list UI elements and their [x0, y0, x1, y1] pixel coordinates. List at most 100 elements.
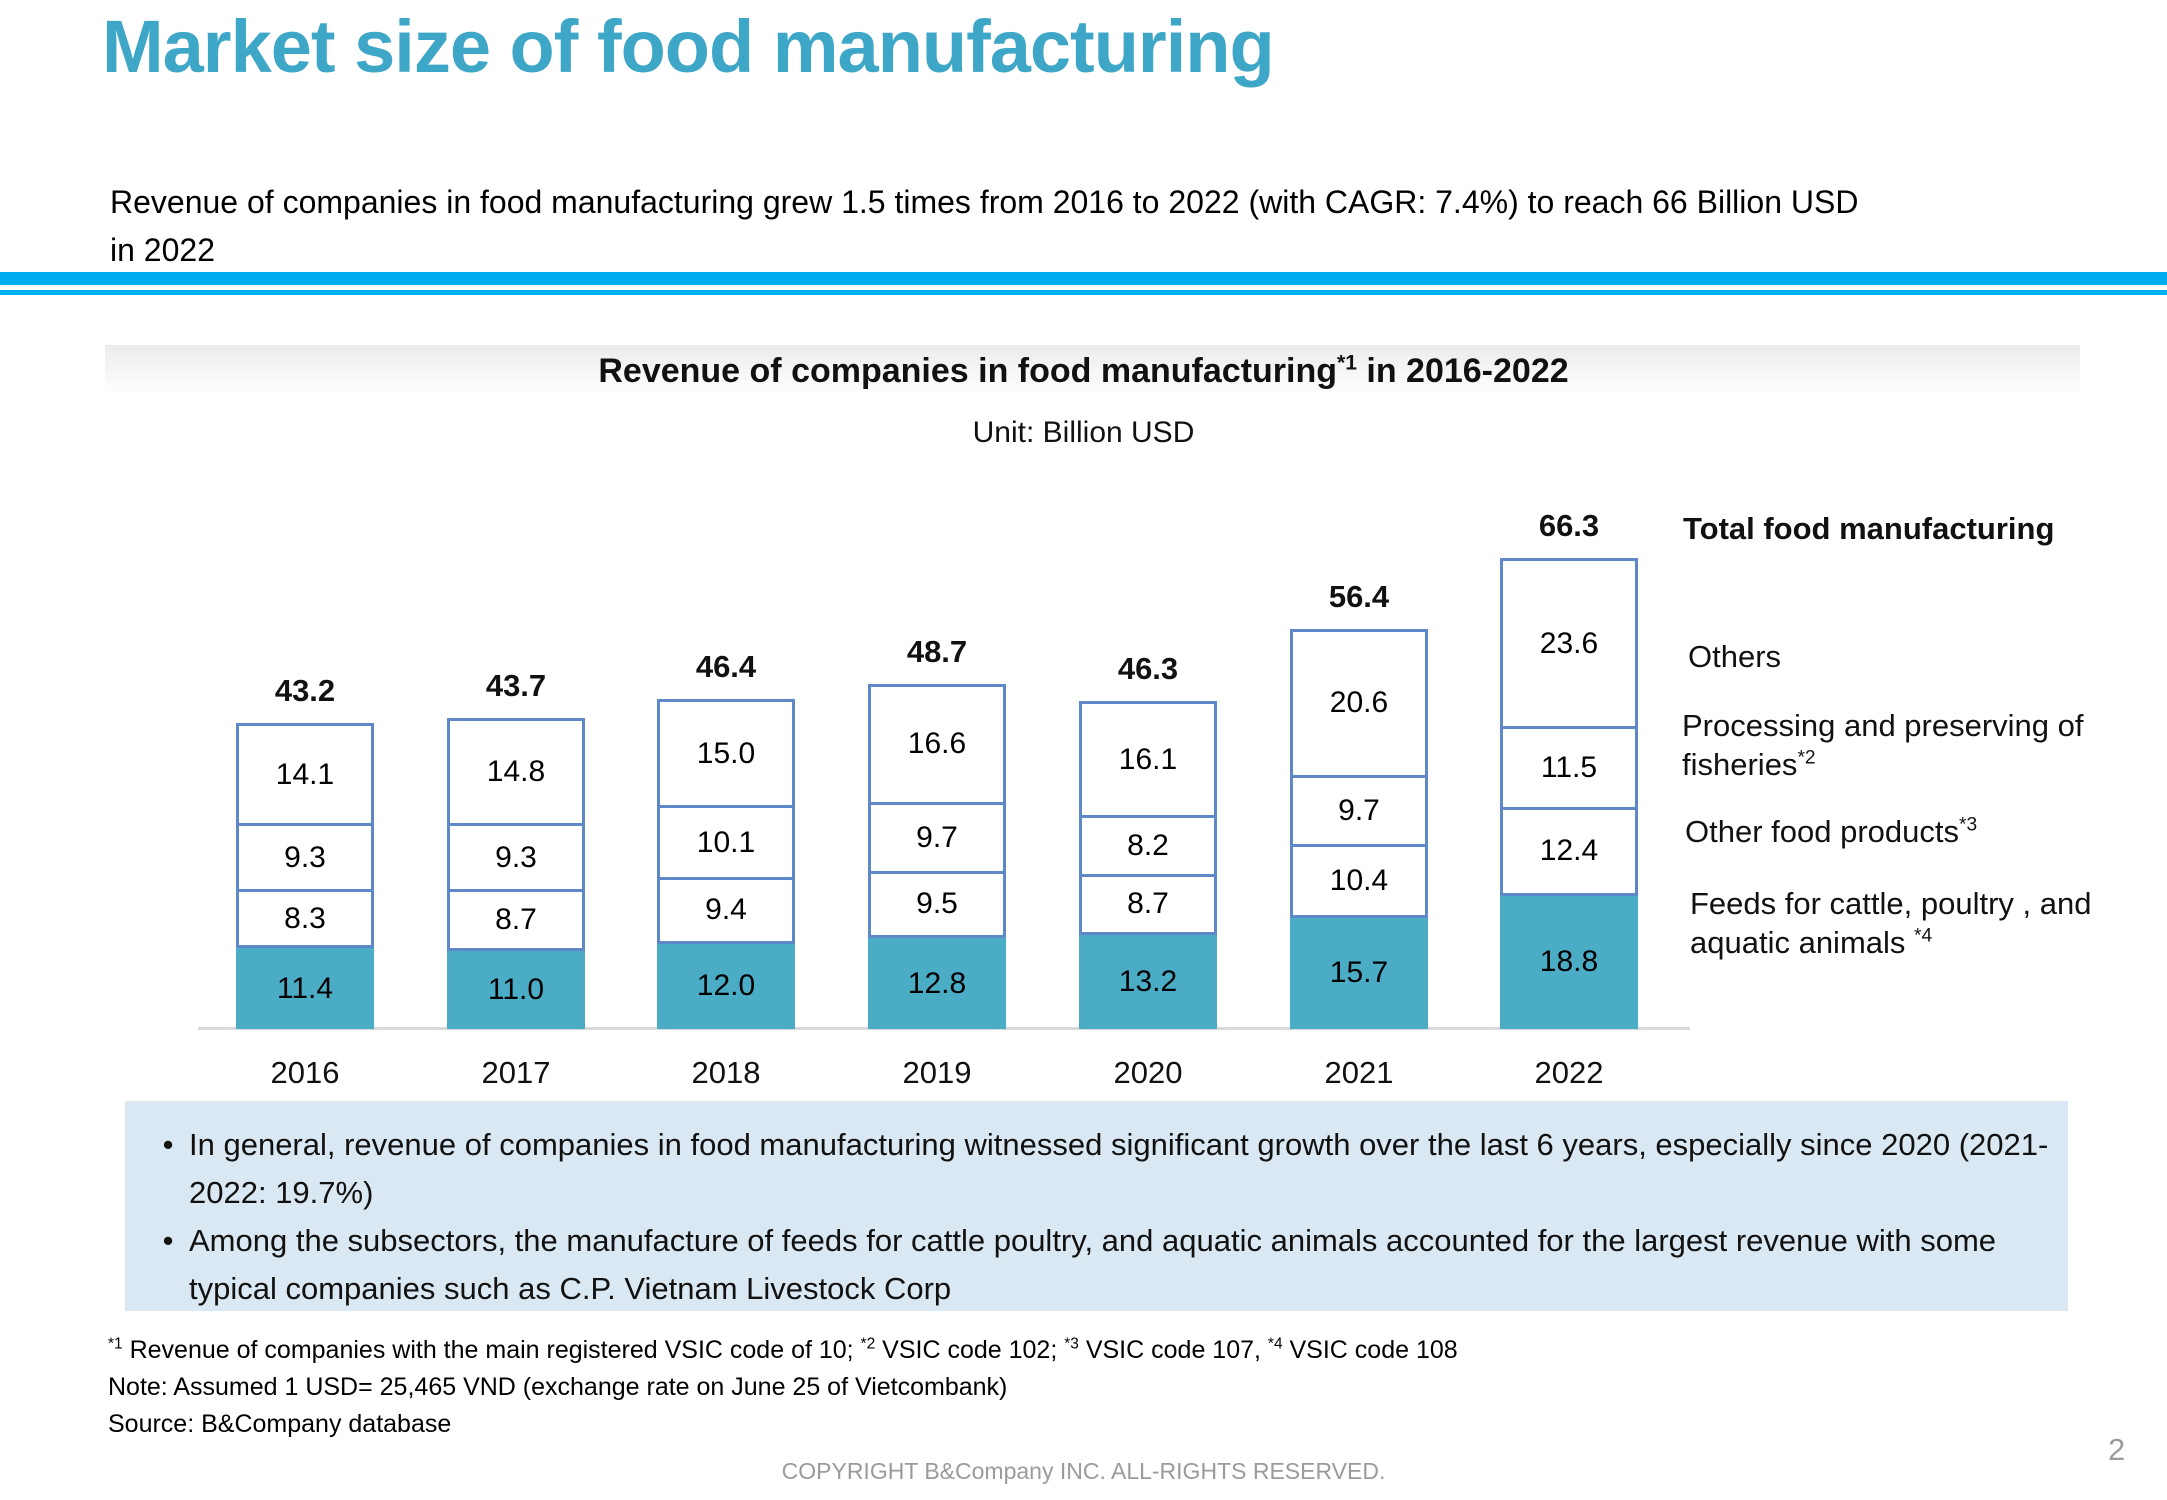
bar-segment-2021-0: 15.7	[1290, 917, 1428, 1029]
divider-line-thin	[0, 290, 2167, 295]
bar-segment-value: 13.2	[1118, 965, 1178, 999]
footnotes: *1 Revenue of companies with the main re…	[108, 1332, 1458, 1443]
footnote-vsic-codes: *1 Revenue of companies with the main re…	[108, 1335, 1458, 1364]
bar-total-label-2021: 56.4	[1328, 578, 1390, 614]
bar-segment-value: 9.5	[916, 887, 958, 921]
bullet-marker-icon	[147, 1217, 189, 1313]
bar-total-label-2019: 48.7	[906, 633, 968, 669]
bar-segment-2022-2: 11.5	[1500, 725, 1638, 811]
bar-segment-2018-0: 12.0	[657, 943, 795, 1029]
bar-total-label-2016: 43.2	[274, 672, 336, 708]
bar-segment-value: 10.1	[696, 825, 756, 859]
bar-total-label-2017: 43.7	[485, 668, 547, 704]
bar-total-label-2018: 46.4	[695, 648, 757, 684]
bar-total-label-2020: 46.3	[1117, 650, 1179, 686]
bar-segment-2016-0: 11.4	[236, 948, 374, 1029]
x-axis-label-2018: 2018	[691, 1055, 761, 1090]
bar-total-label-2022: 66.3	[1538, 508, 1600, 544]
superscript: *1	[1337, 351, 1357, 375]
bar-segment-value: 12.4	[1539, 834, 1599, 868]
bar-segment-value: 9.7	[1338, 793, 1380, 827]
chart-title: Revenue of companies in food manufacturi…	[598, 351, 1569, 390]
bar-segment-value: 8.7	[495, 903, 537, 936]
bar-segment-2022-1: 12.4	[1500, 807, 1638, 896]
bar-segment-2017-0: 11.0	[447, 950, 585, 1029]
x-axis-label-2020: 2020	[1113, 1055, 1183, 1090]
page-number: 2	[2108, 1432, 2126, 1467]
bar-segment-value: 11.0	[487, 972, 545, 1006]
bar-segment-2019-2: 9.7	[868, 801, 1006, 874]
legend-total-label: Total food manufacturing	[1683, 511, 2055, 546]
bar-segment-2020-3: 16.1	[1079, 700, 1217, 819]
bullet-marker-icon	[147, 1121, 189, 1217]
bar-segment-value: 12.8	[907, 966, 967, 1000]
bullet-item: In general, revenue of companies in food…	[147, 1121, 2068, 1217]
bar-segment-2018-3: 15.0	[657, 698, 795, 809]
superscript: *3	[1064, 1335, 1079, 1353]
bar-segment-2016-1: 8.3	[236, 889, 374, 949]
bar-segment-value: 8.7	[1127, 887, 1169, 921]
bar-segment-value: 8.2	[1127, 828, 1169, 862]
divider-line-thick	[0, 272, 2167, 285]
bar-segment-value: 14.8	[486, 755, 546, 789]
legend-item-2: Other food products*3	[1685, 814, 1978, 849]
bar-segment-2017-2: 9.3	[447, 823, 585, 893]
bar-segment-value: 10.4	[1329, 863, 1389, 897]
superscript: *2	[860, 1335, 876, 1353]
bullet-item: Among the subsectors, the manufacture of…	[147, 1217, 2068, 1313]
superscript: *1	[108, 1335, 123, 1353]
bar-segment-2021-1: 10.4	[1290, 843, 1428, 918]
bar-segment-value: 18.8	[1539, 945, 1599, 979]
bar-segment-value: 15.0	[696, 736, 756, 770]
intro-line-1: Revenue of companies in food manufacturi…	[110, 184, 1859, 220]
bar-segment-2019-0: 12.8	[868, 938, 1006, 1029]
bar-segment-2017-3: 14.8	[447, 718, 585, 827]
bar-segment-2020-1: 8.7	[1079, 873, 1217, 936]
legend-item-1: Processing and preserving of fisheries*2	[1682, 708, 2084, 782]
bar-segment-2018-2: 10.1	[657, 805, 795, 881]
bar-segment-value: 16.1	[1118, 742, 1178, 776]
key-findings-box: In general, revenue of companies in food…	[125, 1101, 2068, 1311]
bar-segment-value: 8.3	[284, 901, 326, 935]
x-axis-label-2021: 2021	[1324, 1055, 1394, 1090]
legend-item-3: Feeds for cattle, poultry , and aquatic …	[1690, 886, 2092, 960]
bar-segment-2021-3: 20.6	[1290, 628, 1428, 778]
bar-segment-2016-3: 14.1	[236, 722, 374, 827]
bullet-text: In general, revenue of companies in food…	[189, 1127, 2049, 1210]
superscript: *4	[1914, 925, 1933, 947]
footnote-note: Note: Assumed 1 USD= 25,465 VND (exchang…	[108, 1373, 1008, 1401]
bar-segment-value: 20.6	[1329, 686, 1389, 720]
superscript: *4	[1267, 1335, 1283, 1353]
superscript: *3	[1959, 814, 1978, 836]
x-axis-label-2017: 2017	[481, 1055, 551, 1090]
bar-segment-value: 9.3	[284, 840, 326, 874]
x-axis-label-2016: 2016	[270, 1055, 340, 1090]
bar-segment-2022-3: 23.6	[1500, 558, 1638, 729]
x-axis-label-2019: 2019	[902, 1055, 972, 1090]
chart-title-band	[105, 345, 2080, 397]
bar-segment-2020-2: 8.2	[1079, 815, 1217, 877]
bar-segment-2020-0: 13.2	[1079, 935, 1217, 1029]
bar-segment-value: 9.3	[495, 840, 537, 874]
bar-segment-2019-3: 16.6	[868, 683, 1006, 805]
footnote-source: Source: B&Company database	[108, 1410, 452, 1438]
bar-segment-value: 11.5	[1540, 751, 1598, 785]
bar-segment-value: 15.7	[1329, 956, 1389, 990]
chart-unit-label: Unit: Billion USD	[972, 416, 1195, 449]
bar-segment-2019-1: 9.5	[868, 870, 1006, 939]
bar-segment-value: 11.4	[276, 971, 334, 1005]
bar-segment-2022-0: 18.8	[1500, 895, 1638, 1029]
bullet-text: Among the subsectors, the manufacture of…	[189, 1223, 1997, 1306]
bar-segment-value: 12.0	[696, 969, 756, 1003]
bar-segment-2021-2: 9.7	[1290, 774, 1428, 847]
intro-paragraph: Revenue of companies in food manufacturi…	[110, 178, 1858, 274]
legend-item-0: Others	[1688, 639, 1782, 674]
superscript: *2	[1797, 747, 1816, 769]
x-axis-label-2022: 2022	[1534, 1055, 1604, 1090]
bar-segment-2016-2: 9.3	[236, 823, 374, 893]
intro-line-2: in 2022	[110, 232, 215, 268]
bar-segment-value: 9.4	[705, 893, 747, 927]
bar-segment-2018-1: 9.4	[657, 877, 795, 944]
bar-segment-value: 23.6	[1539, 626, 1599, 660]
